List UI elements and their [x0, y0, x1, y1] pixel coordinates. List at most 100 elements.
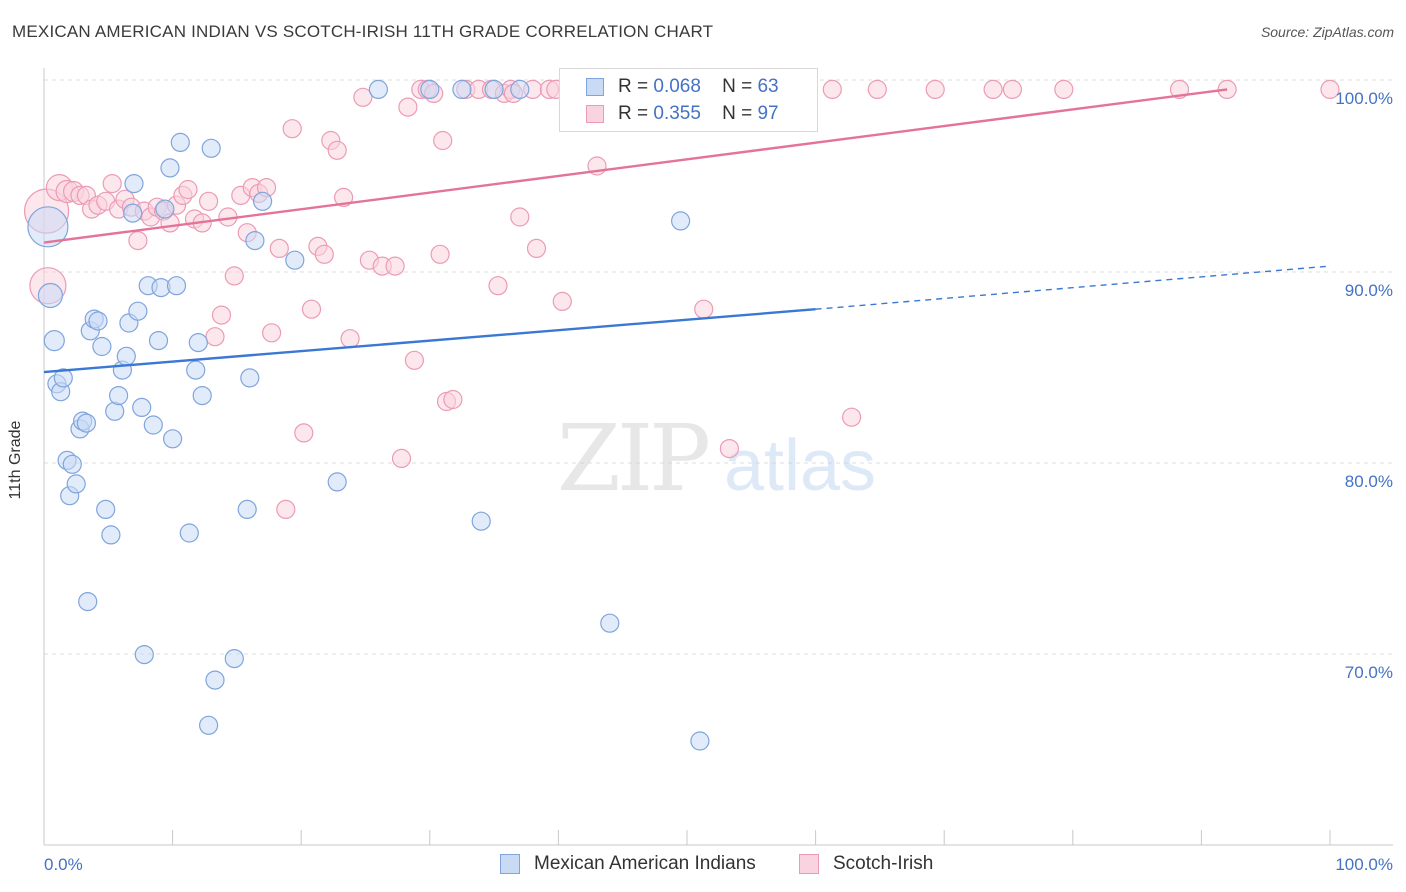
data-point: [353, 87, 373, 107]
y-tick-label: 80.0%: [1345, 472, 1393, 491]
data-point: [148, 331, 169, 351]
legend-swatch-blue: [586, 78, 604, 96]
source-credit: Source: ZipAtlas.com: [1260, 24, 1394, 40]
gridlines: [44, 79, 1393, 655]
data-point: [163, 429, 183, 449]
watermark: ZIP atlas: [557, 405, 876, 512]
data-point: [78, 591, 98, 612]
data-point: [96, 499, 116, 519]
data-point: [340, 329, 360, 349]
data-point: [1320, 79, 1340, 100]
trend-lines: [43, 88, 1331, 374]
data-point: [178, 179, 198, 200]
data-point: [552, 291, 572, 311]
trend-line-blue-projection: [815, 265, 1331, 310]
data-point: [443, 389, 463, 410]
data-point: [314, 244, 334, 264]
data-point: [452, 79, 472, 100]
series-mexican-american-indians: [27, 79, 710, 751]
data-point: [719, 439, 740, 459]
data-point: [224, 266, 244, 286]
data-point: [62, 454, 82, 474]
legend-r-label: R =: [618, 76, 649, 97]
data-point: [128, 301, 148, 321]
data-point: [391, 448, 412, 468]
data-point: [160, 158, 180, 178]
data-point: [484, 79, 504, 100]
data-point: [526, 238, 547, 258]
data-point: [282, 119, 302, 139]
data-point: [285, 250, 305, 270]
legend-n-value-blue: 63: [757, 76, 779, 97]
legend-n-label: N =: [722, 103, 753, 124]
y-tick-labels: 70.0% 80.0% 90.0% 100.0%: [1335, 89, 1393, 682]
data-point: [108, 386, 129, 406]
data-point: [690, 731, 710, 751]
data-point: [143, 415, 163, 435]
data-point: [186, 360, 206, 380]
legend-r-value-blue: 0.068: [653, 76, 701, 97]
stats-legend: R = 0.068 N = 63 R = 0.355 N = 97: [559, 68, 818, 132]
data-point: [488, 276, 508, 296]
data-point: [123, 203, 143, 223]
data-point: [510, 79, 530, 100]
data-point: [101, 525, 121, 545]
data-point: [983, 79, 1003, 100]
data-point: [925, 79, 945, 100]
data-point: [192, 386, 212, 406]
data-point: [205, 327, 225, 347]
data-point: [105, 401, 125, 421]
y-tick-label: 100.0%: [1335, 89, 1393, 108]
trend-line-blue: [43, 308, 816, 374]
data-point: [245, 231, 265, 251]
data-point: [201, 138, 221, 158]
data-point: [132, 397, 152, 417]
data-point: [102, 174, 122, 194]
data-point: [179, 523, 199, 543]
x-tick-label-min: 0.0%: [44, 855, 83, 874]
data-point: [262, 323, 282, 343]
legend-r-value-pink: 0.355: [653, 103, 701, 124]
data-point: [166, 276, 187, 296]
data-point: [199, 715, 219, 735]
data-point: [124, 174, 144, 194]
data-point: [404, 350, 424, 370]
data-point: [867, 79, 887, 100]
data-point: [471, 511, 491, 531]
data-point: [276, 499, 296, 519]
legend-swatch-pink: [586, 105, 604, 123]
y-tick-label: 90.0%: [1345, 281, 1393, 300]
y-tick-label: 70.0%: [1345, 663, 1393, 682]
data-point: [76, 413, 97, 433]
x-tick-label-max: 100.0%: [1335, 855, 1393, 874]
data-point: [1054, 79, 1074, 100]
legend-swatch-pink: [799, 854, 819, 874]
data-point: [694, 299, 714, 319]
data-point: [269, 238, 289, 258]
data-point: [420, 79, 440, 100]
legend-n-label: N =: [722, 76, 753, 97]
data-point: [600, 613, 620, 633]
data-point: [430, 244, 450, 264]
data-point: [92, 336, 112, 357]
data-point: [301, 299, 322, 319]
data-point: [188, 333, 208, 353]
data-point: [128, 231, 148, 251]
watermark-zip: ZIP: [557, 405, 708, 512]
data-point: [116, 346, 136, 366]
data-point: [53, 368, 73, 388]
data-point: [385, 256, 405, 276]
legend-swatch-blue: [500, 854, 520, 874]
data-point: [1002, 79, 1023, 100]
data-point: [224, 648, 244, 669]
data-point: [510, 207, 530, 227]
data-point: [327, 472, 347, 492]
legend-label-blue: Mexican American Indians: [534, 853, 756, 874]
data-point: [841, 407, 862, 427]
data-point: [368, 79, 388, 100]
watermark-atlas: atlas: [724, 426, 876, 506]
data-point: [398, 97, 418, 117]
data-point: [205, 670, 225, 690]
data-point: [670, 211, 691, 231]
